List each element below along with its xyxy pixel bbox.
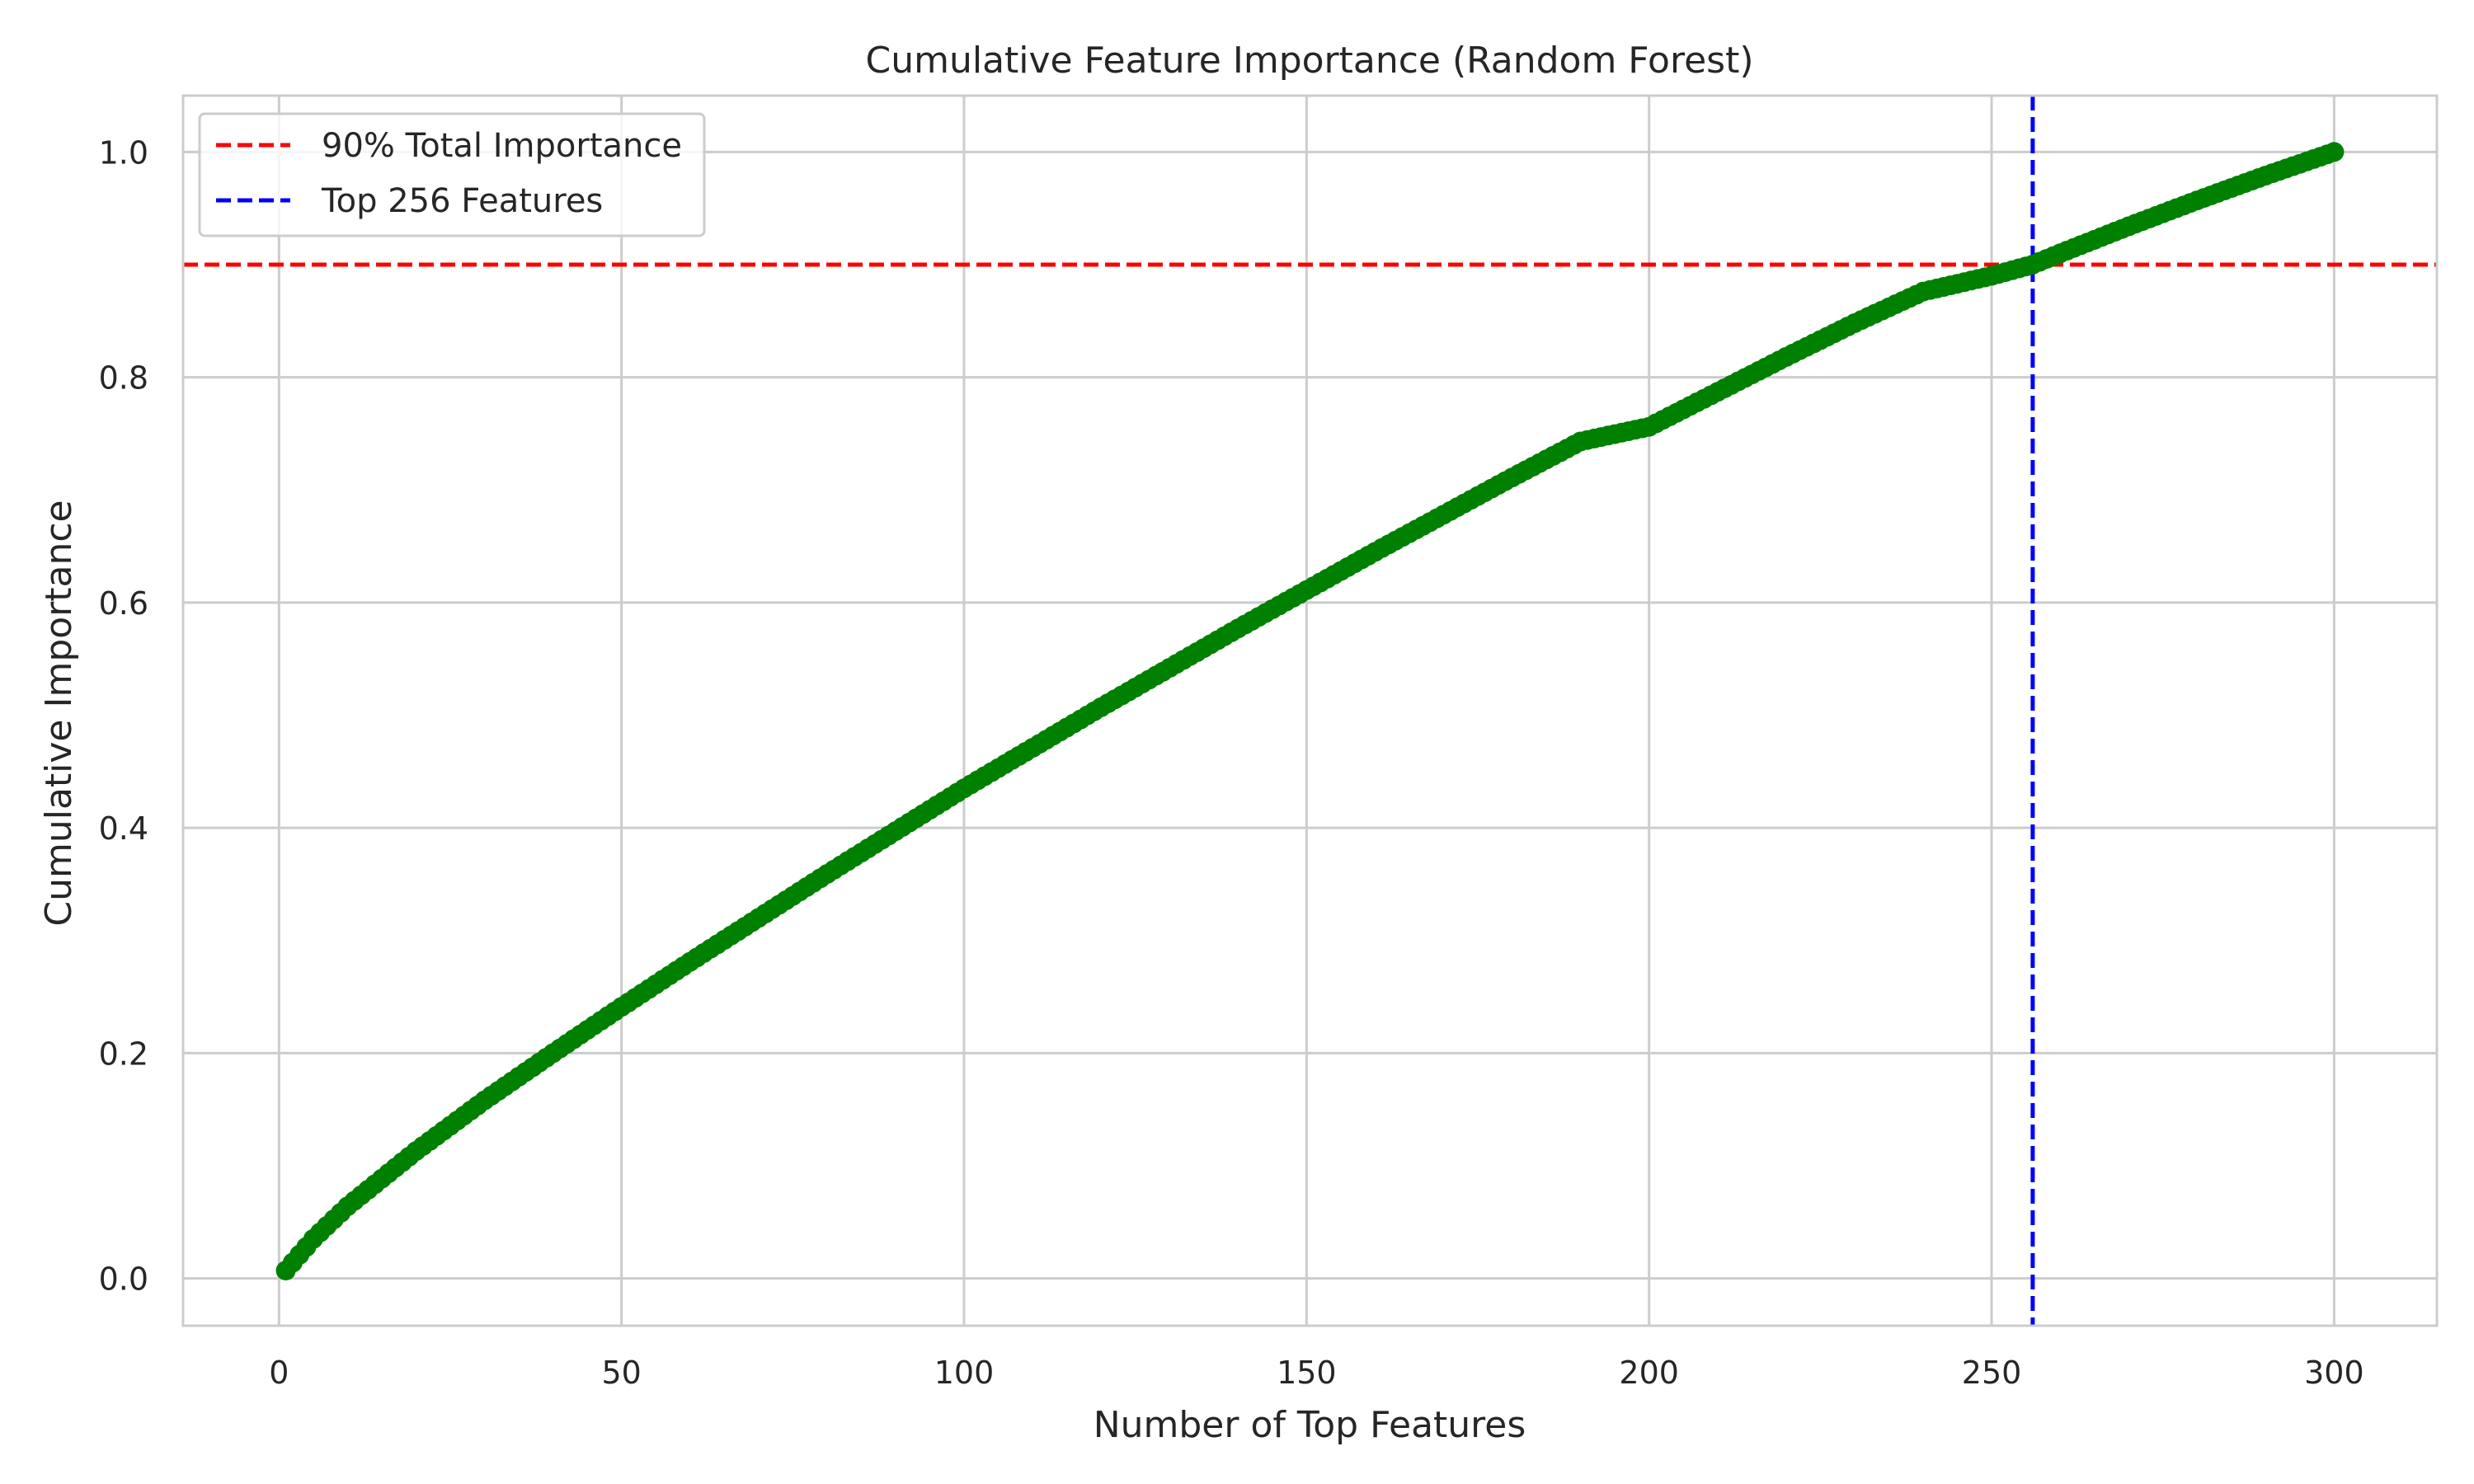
x-tick-label: 200 <box>1619 1355 1679 1391</box>
y-tick-label: 0.0 <box>99 1261 148 1298</box>
x-tick-label: 0 <box>269 1355 289 1391</box>
x-tick-label: 300 <box>2304 1355 2364 1391</box>
x-tick-label: 150 <box>1277 1355 1337 1391</box>
y-tick-label: 0.8 <box>99 360 148 397</box>
legend-label-top-features: Top 256 Features <box>321 182 603 220</box>
y-tick-labels: 0.0 0.2 0.4 0.6 0.8 1.0 <box>99 134 148 1297</box>
chart-title: Cumulative Feature Importance (Random Fo… <box>865 40 1753 82</box>
reference-lines <box>183 96 2437 1326</box>
legend-box <box>198 112 706 237</box>
y-axis-title: Cumulative Importance <box>38 500 80 926</box>
series-layer <box>275 142 2345 1281</box>
x-tick-label: 50 <box>601 1355 641 1391</box>
plot-frame <box>181 94 2439 1327</box>
x-axis-title: Number of Top Features <box>1094 1404 1526 1446</box>
x-tick-labels: 0 50 100 150 200 250 300 <box>269 1355 2363 1391</box>
x-tick-label: 250 <box>1962 1355 2022 1391</box>
legend-label-90-percent: 90% Total Importance <box>322 127 682 165</box>
y-tick-label: 0.4 <box>99 810 148 847</box>
y-tick-label: 1.0 <box>99 134 148 171</box>
y-tick-label: 0.6 <box>99 585 148 622</box>
y-tick-label: 0.2 <box>99 1036 148 1072</box>
data-point <box>2324 142 2345 162</box>
legend: 90% Total Importance Top 256 Features <box>198 112 706 237</box>
x-tick-label: 100 <box>934 1355 995 1391</box>
